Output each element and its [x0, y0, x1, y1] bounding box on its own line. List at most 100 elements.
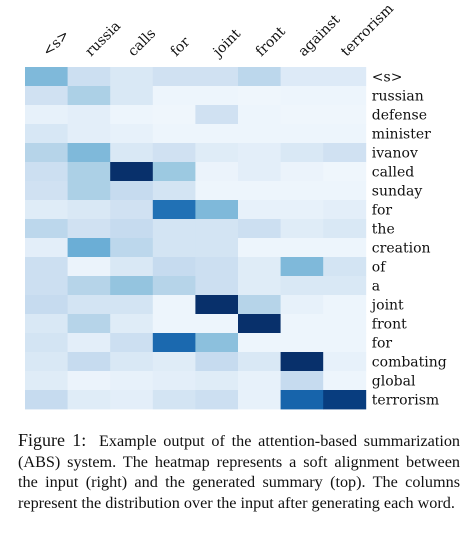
- figure-caption: Figure 1: Example output of the attentio…: [18, 430, 460, 513]
- heatmap-cell: [195, 143, 239, 163]
- heatmap-cell: [67, 371, 111, 391]
- row-label: combating: [372, 355, 447, 371]
- heatmap-cell: [110, 124, 154, 144]
- heatmap-cell: [67, 200, 111, 220]
- heatmap-cell: [25, 390, 68, 410]
- caption-label: Figure 1:: [18, 430, 87, 450]
- heatmap-cell: [110, 200, 154, 220]
- heatmap-cell: [152, 162, 196, 182]
- heatmap-cell: [67, 143, 111, 163]
- heatmap-cell: [280, 371, 324, 391]
- heatmap-cell: [323, 67, 367, 87]
- column-label: joint: [209, 26, 245, 62]
- heatmap-cell: [195, 105, 239, 125]
- heatmap-cell: [67, 257, 111, 277]
- column-label: <s>: [40, 27, 73, 60]
- row-label: russian: [372, 89, 424, 105]
- heatmap-cell: [67, 181, 111, 201]
- column-label: calls: [125, 26, 159, 60]
- heatmap-cell: [238, 219, 281, 239]
- heatmap-cell: [25, 124, 68, 144]
- heatmap-cell: [152, 143, 196, 163]
- heatmap-cell: [323, 124, 367, 144]
- heatmap-cell: [280, 295, 324, 315]
- heatmap-cell: [110, 390, 154, 410]
- column-labels: <s> russia calls for joint front againstterror…: [40, 1, 397, 61]
- heatmap-cell: [238, 295, 281, 315]
- column-label: terrorism: [338, 1, 397, 60]
- heatmap-cell: [323, 219, 367, 239]
- row-label: minister: [372, 127, 431, 143]
- row-label: for: [372, 203, 393, 219]
- heatmap-cell: [280, 67, 324, 87]
- heatmap-cell: [152, 219, 196, 239]
- heatmap-cell: [238, 124, 281, 144]
- heatmap-cell: [280, 390, 324, 410]
- heatmap-cell: [152, 352, 196, 372]
- heatmap-cell: [67, 295, 111, 315]
- heatmap-cell: [110, 143, 154, 163]
- heatmap-cell: [110, 105, 154, 125]
- heatmap-cell: [238, 200, 281, 220]
- heatmap-cell: [25, 238, 68, 258]
- heatmap-cell: [110, 238, 154, 258]
- heatmap-cell: [110, 86, 154, 106]
- heatmap-cell: [195, 67, 239, 87]
- heatmap-cell: [152, 181, 196, 201]
- heatmap-cell: [67, 238, 111, 258]
- row-label: creation: [372, 241, 431, 257]
- heatmap-cell: [67, 67, 111, 87]
- heatmap-cell: [195, 314, 239, 334]
- heatmap-cells: [25, 67, 367, 410]
- heatmap-cell: [152, 86, 196, 106]
- row-label: a: [372, 279, 380, 295]
- column-label: russia: [82, 18, 124, 60]
- heatmap-cell: [323, 181, 367, 201]
- heatmap-cell: [152, 295, 196, 315]
- heatmap-cell: [110, 333, 154, 353]
- heatmap-cell: [25, 181, 68, 201]
- heatmap-cell: [110, 67, 154, 87]
- heatmap-cell: [238, 352, 281, 372]
- row-label: front: [372, 317, 407, 333]
- row-label: defense: [372, 108, 427, 124]
- heatmap-cell: [25, 352, 68, 372]
- heatmap-cell: [238, 105, 281, 125]
- heatmap-cell: [323, 371, 367, 391]
- heatmap-cell: [152, 333, 196, 353]
- heatmap-cell: [323, 238, 367, 258]
- heatmap-cell: [238, 276, 281, 296]
- row-label: ivanov: [372, 146, 418, 162]
- heatmap-cell: [152, 124, 196, 144]
- heatmap-cell: [323, 200, 367, 220]
- heatmap-cell: [280, 200, 324, 220]
- heatmap-cell: [280, 219, 324, 239]
- row-label: sunday: [372, 184, 423, 200]
- heatmap-cell: [280, 314, 324, 334]
- row-label: for: [372, 336, 393, 352]
- heatmap-cell: [195, 390, 239, 410]
- heatmap-cell: [25, 67, 68, 87]
- heatmap-cell: [280, 181, 324, 201]
- heatmap-cell: [67, 352, 111, 372]
- row-label: terrorism: [372, 393, 439, 409]
- heatmap-cell: [25, 295, 68, 315]
- heatmap-cell: [323, 314, 367, 334]
- heatmap-cell: [67, 390, 111, 410]
- heatmap-cell: [67, 333, 111, 353]
- heatmap-cell: [195, 257, 239, 277]
- heatmap-cell: [195, 124, 239, 144]
- heatmap-cell: [152, 276, 196, 296]
- heatmap-cell: [280, 333, 324, 353]
- heatmap-cell: [110, 352, 154, 372]
- heatmap-cell: [280, 238, 324, 258]
- heatmap-cell: [238, 257, 281, 277]
- heatmap-cell: [67, 105, 111, 125]
- heatmap-cell: [280, 162, 324, 182]
- row-label: <s>: [372, 70, 403, 86]
- heatmap-cell: [110, 219, 154, 239]
- column-label: front: [253, 24, 289, 60]
- heatmap-cell: [323, 333, 367, 353]
- heatmap-cell: [280, 257, 324, 277]
- heatmap-cell: [110, 295, 154, 315]
